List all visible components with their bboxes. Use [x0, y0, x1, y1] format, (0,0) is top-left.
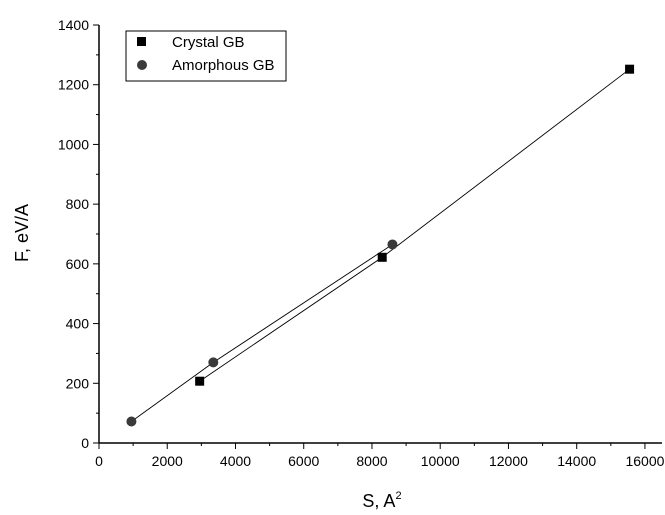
y-axis-ticks: 0 200 400 600 800 1000 1200 1400	[58, 17, 99, 451]
y-axis-title: F, eV/A	[12, 204, 32, 262]
legend: Crystal GB Amorphous GB	[125, 30, 287, 82]
data-points	[126, 64, 635, 427]
x-axis-ticks: 0 2000 4000 6000 8000 10000 12000 14000 16000	[95, 443, 665, 469]
fit-line-series-1	[131, 244, 393, 422]
legend-label-amorphous-gb: Amorphous GB	[172, 57, 275, 74]
data-point-crystal-gb	[195, 376, 205, 386]
y-tick-label: 400	[66, 316, 90, 332]
fit-lines	[131, 68, 630, 422]
data-point-crystal-gb	[625, 64, 635, 74]
x-tick-label: 10000	[421, 453, 460, 469]
axes	[98, 25, 662, 444]
x-tick-label: 16000	[625, 453, 664, 469]
legend-marker-crystal-gb	[137, 37, 146, 46]
data-point-crystal-gb	[377, 252, 387, 262]
legend-marker-amorphous-gb	[137, 60, 147, 70]
x-axis-title: S, A2	[362, 490, 401, 511]
data-point-amorphous-gb	[126, 416, 137, 427]
y-tick-label: 1000	[58, 136, 89, 152]
y-tick-label: 200	[66, 375, 90, 391]
x-tick-label: 6000	[288, 453, 319, 469]
x-tick-label: 8000	[356, 453, 387, 469]
x-tick-label: 14000	[557, 453, 596, 469]
x-tick-label: 12000	[489, 453, 528, 469]
y-tick-label: 1400	[58, 17, 89, 33]
fit-line-series-0	[199, 68, 630, 382]
data-point-amorphous-gb	[387, 239, 398, 250]
y-tick-label: 800	[66, 196, 90, 212]
data-point-amorphous-gb	[208, 357, 219, 368]
x-tick-label: 0	[95, 453, 103, 469]
y-tick-label: 1200	[58, 77, 89, 93]
y-tick-label: 600	[66, 256, 90, 272]
x-tick-label: 4000	[220, 453, 251, 469]
y-tick-label: 0	[81, 435, 89, 451]
x-tick-label: 2000	[152, 453, 183, 469]
legend-frame	[125, 30, 287, 82]
legend-label-crystal-gb: Crystal GB	[172, 34, 245, 51]
